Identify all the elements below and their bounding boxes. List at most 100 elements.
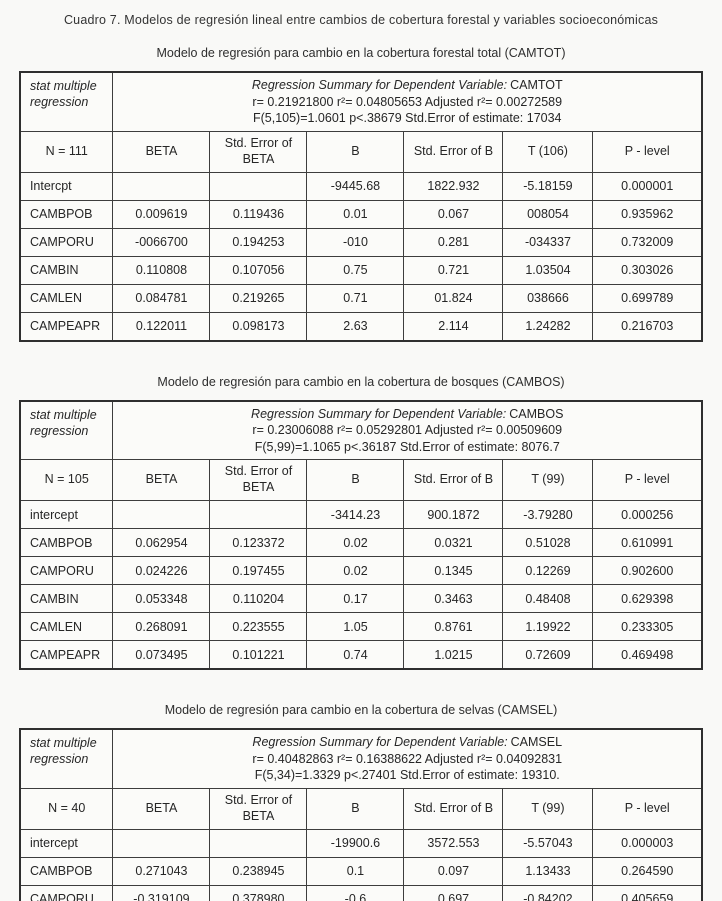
column-header-b: B — [306, 130, 405, 173]
cell-value: 0.902600 — [592, 556, 703, 585]
cell-value: 0.469498 — [592, 640, 703, 670]
table-row: CAMPORU 0.024226 0.197455 0.02 0.1345 0.12269… — [19, 556, 703, 585]
row-label: CAMBPOB — [19, 528, 114, 557]
regression-summary: Regression Summary for Dependent Variabl… — [112, 71, 703, 132]
row-label: CAMPEAPR — [19, 311, 114, 341]
summary-line-1: Regression Summary for Dependent Variabl… — [119, 77, 695, 94]
column-header-row: N = 105 BETA Std. Error of BETA B Std. E… — [19, 459, 703, 501]
cell-value: 0.0321 — [403, 528, 504, 557]
row-label: CAMPORU — [19, 556, 114, 585]
summary-title: Regression Summary for Dependent Variabl… — [251, 406, 507, 421]
summary-line-1: Regression Summary for Dependent Variabl… — [119, 406, 695, 423]
column-header-row: N = 40 BETA Std. Error of BETA B Std. Er… — [19, 787, 703, 830]
cell-value: 0.8761 — [403, 612, 504, 641]
cell-value: -0066700 — [112, 227, 211, 257]
cell-value: 0.732009 — [592, 227, 703, 257]
column-header-stderr-beta: Std. Error of BETA — [209, 787, 308, 830]
table-row: intercept -3414.23 900.1872 -3.79280 0.00025… — [19, 500, 703, 529]
column-header-n: N = 40 — [19, 787, 114, 830]
summary-row: stat multiple regression Regression Summ… — [19, 71, 703, 132]
table-row: intercept -19900.6 3572.553 -5.57043 0.00000… — [19, 828, 703, 858]
regression-table-cambos: stat multiple regression Regression Summ… — [18, 399, 704, 670]
cell-value: 0.067 — [403, 199, 504, 229]
cell-value: 0.123372 — [209, 528, 308, 557]
cell-value — [112, 500, 211, 529]
stat-label-line: regression — [29, 95, 89, 110]
row-label: CAMLEN — [19, 612, 114, 641]
cell-value: -0.6 — [306, 884, 405, 901]
cell-value: -010 — [306, 227, 405, 257]
column-header-beta: BETA — [112, 130, 211, 173]
cell-value: 0.02 — [306, 556, 405, 585]
column-header-stderr-b: Std. Error of B — [403, 787, 504, 830]
cell-value: 0.098173 — [209, 311, 308, 341]
cell-value: 0.303026 — [592, 255, 703, 285]
summary-line-2: r= 0.21921800 r²= 0.04805653 Adjusted r²… — [252, 94, 563, 109]
summary-title: Regression Summary for Dependent Variabl… — [252, 735, 508, 749]
cell-value: 1.0215 — [403, 640, 504, 670]
cell-value: 0.72609 — [502, 640, 594, 670]
cell-value: 0.073495 — [112, 640, 211, 670]
stat-label-line: regression — [29, 423, 89, 438]
cell-value: 0.062954 — [112, 528, 211, 557]
column-header-stderr-b: Std. Error of B — [403, 130, 504, 173]
document-title: Cuadro 7. Modelos de regresión lineal en… — [63, 13, 659, 27]
cell-value: 0.101221 — [209, 640, 308, 670]
column-header-stderr-b: Std. Error of B — [403, 459, 504, 501]
cell-value: -0.319109 — [112, 884, 211, 901]
cell-value: 0.12269 — [502, 556, 594, 585]
cell-value: 0.223555 — [209, 612, 308, 641]
summary-line-3: F(5,99)=1.1065 p<.36187 Std.Error of est… — [254, 439, 560, 454]
cell-value: 0.48408 — [502, 584, 594, 613]
cell-value: 0.378980 — [209, 884, 308, 901]
cell-value: 0.219265 — [209, 283, 308, 313]
table-row: CAMPORU -0.319109 0.378980 -0.6 0.697 -0.8420… — [19, 884, 703, 901]
table-row: CAMBPOB 0.271043 0.238945 0.1 0.097 1.13433 0.… — [19, 856, 703, 886]
summary-line-3: F(5,105)=1.0601 p<.38679 Std.Error of es… — [252, 111, 562, 125]
cell-value: -9445.68 — [306, 171, 405, 201]
regression-section-cambos: Modelo de regresión para cambio en la co… — [0, 375, 722, 670]
stat-label-line: stat multiple — [29, 407, 97, 422]
column-header-beta: BETA — [112, 459, 211, 501]
column-header-n: N = 111 — [19, 130, 114, 173]
column-header-b: B — [306, 787, 405, 830]
stat-label: stat multiple regression — [19, 71, 114, 132]
cell-value: 038666 — [502, 283, 594, 313]
table-row: CAMBPOB 0.009619 0.119436 0.01 0.067 008054 0.… — [19, 199, 703, 229]
cell-value: 1.24282 — [502, 311, 594, 341]
regression-summary: Regression Summary for Dependent Variabl… — [112, 400, 703, 460]
row-label: CAMPEAPR — [19, 640, 114, 670]
cell-value: 3572.553 — [403, 828, 504, 858]
cell-value: 0.697 — [403, 884, 504, 901]
column-header-t: T (99) — [502, 787, 594, 830]
row-label: intercept — [19, 828, 114, 858]
summary-row: stat multiple regression Regression Summ… — [19, 728, 703, 789]
cell-value — [112, 828, 211, 858]
cell-value: 0.405659 — [592, 884, 703, 901]
cell-value: 0.71 — [306, 283, 405, 313]
cell-value: -3.79280 — [502, 500, 594, 529]
table-row: CAMPORU -0066700 0.194253 -010 0.281 -034337 0… — [19, 227, 703, 257]
stat-label-line: stat multiple — [29, 736, 97, 750]
column-header-beta: BETA — [112, 787, 211, 830]
column-header-plevel: P - level — [592, 787, 703, 830]
cell-value — [209, 500, 308, 529]
row-label: CAMBIN — [19, 255, 114, 285]
cell-value: 0.233305 — [592, 612, 703, 641]
cell-value — [209, 828, 308, 858]
column-header-t: T (106) — [502, 130, 594, 173]
cell-value: 008054 — [502, 199, 594, 229]
row-label: CAMLEN — [19, 283, 114, 313]
dependent-variable: CAMSEL — [510, 735, 563, 749]
cell-value: 01.824 — [403, 283, 504, 313]
row-label: CAMPORU — [19, 227, 114, 257]
cell-value: 0.000256 — [592, 500, 703, 529]
column-header-b: B — [306, 459, 405, 501]
cell-value: 0.268091 — [112, 612, 211, 641]
cell-value: 1.05 — [306, 612, 405, 641]
cell-value: 1.19922 — [502, 612, 594, 641]
dependent-variable: CAMTOT — [510, 78, 563, 92]
table-caption-camtot: Modelo de regresión para cambio en la co… — [156, 46, 566, 60]
regression-table-camsel: stat multiple regression Regression Summ… — [18, 728, 704, 901]
stat-label: stat multiple regression — [19, 400, 114, 460]
